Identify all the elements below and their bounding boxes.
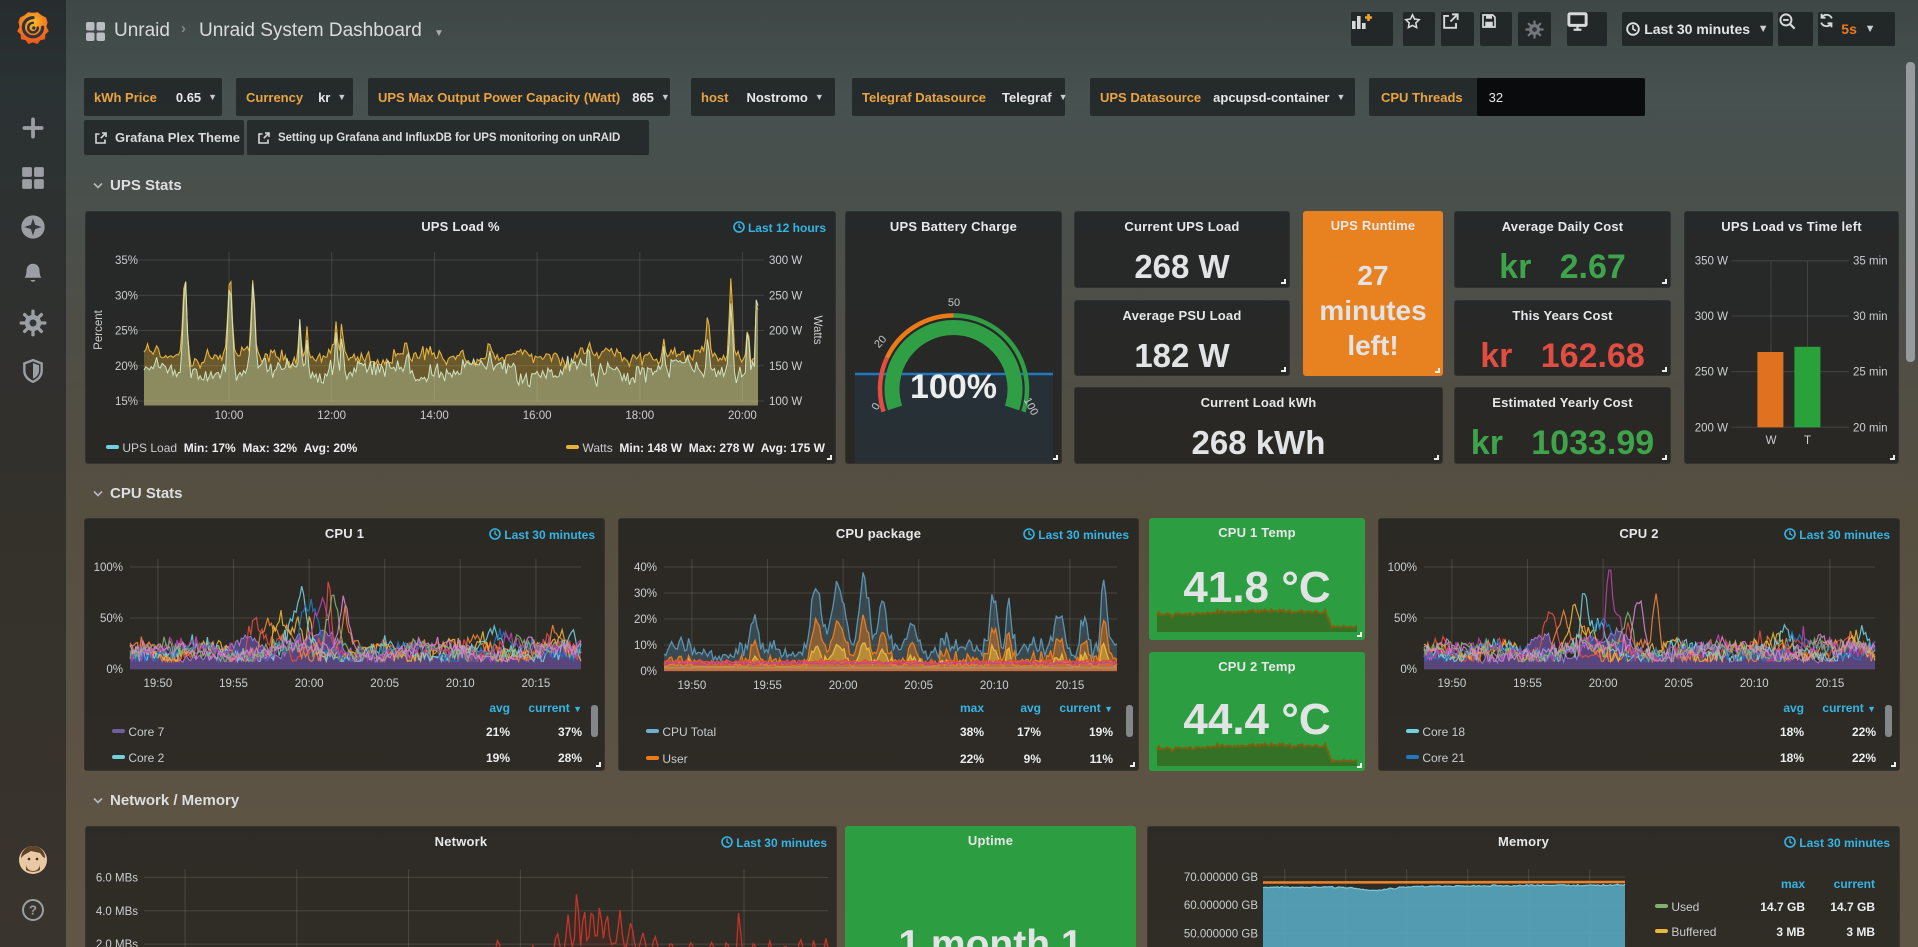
svg-text:Watts: Watts: [811, 316, 823, 345]
svg-text:25%: 25%: [115, 326, 138, 338]
svg-text:0%: 0%: [640, 666, 657, 678]
svg-text:20:10: 20:10: [446, 678, 475, 690]
svg-text:19:55: 19:55: [219, 678, 248, 690]
svg-text:100%: 100%: [1388, 562, 1417, 574]
svg-text:20:15: 20:15: [1056, 680, 1085, 692]
svg-text:40%: 40%: [634, 562, 657, 574]
svg-text:20:05: 20:05: [1664, 678, 1693, 690]
svg-text:70.000000 GB: 70.000000 GB: [1184, 872, 1259, 884]
svg-text:?: ?: [29, 903, 37, 918]
svg-text:15%: 15%: [115, 396, 138, 408]
svg-text:25 min: 25 min: [1853, 367, 1888, 379]
svg-text:20:10: 20:10: [980, 680, 1009, 692]
svg-text:20:00: 20:00: [295, 678, 324, 690]
svg-text:100%: 100%: [94, 562, 123, 574]
svg-text:200 W: 200 W: [769, 326, 802, 338]
svg-text:10%: 10%: [634, 640, 657, 652]
svg-text:T: T: [1804, 435, 1811, 447]
svg-text:19:55: 19:55: [1513, 678, 1542, 690]
svg-text:300 W: 300 W: [1695, 311, 1728, 323]
svg-text:Percent: Percent: [93, 309, 105, 349]
svg-text:20:05: 20:05: [904, 680, 933, 692]
svg-text:250 W: 250 W: [769, 290, 802, 302]
svg-text:200 W: 200 W: [1695, 422, 1728, 434]
svg-text:20:00: 20:00: [829, 680, 858, 692]
svg-text:14:00: 14:00: [420, 410, 449, 422]
svg-text:20:00: 20:00: [728, 410, 757, 422]
svg-text:20:00: 20:00: [1589, 678, 1618, 690]
svg-text:10:00: 10:00: [215, 410, 244, 422]
svg-text:20%: 20%: [115, 361, 138, 373]
svg-text:2.0 MBs: 2.0 MBs: [96, 939, 138, 947]
svg-text:0: 0: [870, 401, 883, 412]
svg-text:19:55: 19:55: [753, 680, 782, 692]
svg-text:4.0 MBs: 4.0 MBs: [96, 906, 138, 918]
svg-text:20:10: 20:10: [1740, 678, 1769, 690]
svg-text:20: 20: [872, 333, 889, 350]
svg-text:19:50: 19:50: [144, 678, 173, 690]
svg-text:300 W: 300 W: [769, 255, 802, 267]
svg-text:12:00: 12:00: [317, 410, 346, 422]
svg-text:30%: 30%: [115, 290, 138, 302]
svg-text:30 min: 30 min: [1853, 311, 1888, 323]
svg-text:60.000000 GB: 60.000000 GB: [1184, 900, 1259, 912]
svg-text:35 min: 35 min: [1853, 256, 1888, 268]
svg-text:50: 50: [948, 297, 960, 309]
svg-text:35%: 35%: [115, 255, 138, 267]
svg-text:18:00: 18:00: [625, 410, 654, 422]
svg-text:0%: 0%: [1400, 664, 1417, 676]
svg-text:20 min: 20 min: [1853, 422, 1888, 434]
svg-text:100 W: 100 W: [769, 396, 802, 408]
svg-text:50%: 50%: [1394, 613, 1417, 625]
svg-text:250 W: 250 W: [1695, 367, 1728, 379]
svg-text:0%: 0%: [106, 664, 123, 676]
svg-text:30%: 30%: [634, 588, 657, 600]
svg-text:20:15: 20:15: [1816, 678, 1845, 690]
svg-text:W: W: [1766, 435, 1777, 447]
svg-text:19:50: 19:50: [1438, 678, 1467, 690]
svg-text:20:05: 20:05: [370, 678, 399, 690]
svg-text:50%: 50%: [100, 613, 123, 625]
svg-text:6.0 MBs: 6.0 MBs: [96, 872, 138, 884]
svg-text:350 W: 350 W: [1695, 256, 1728, 268]
svg-text:150 W: 150 W: [769, 361, 802, 373]
svg-text:16:00: 16:00: [523, 410, 552, 422]
svg-text:20%: 20%: [634, 614, 657, 626]
svg-text:20:15: 20:15: [522, 678, 551, 690]
svg-text:19:50: 19:50: [678, 680, 707, 692]
svg-text:50.000000 GB: 50.000000 GB: [1184, 928, 1259, 940]
